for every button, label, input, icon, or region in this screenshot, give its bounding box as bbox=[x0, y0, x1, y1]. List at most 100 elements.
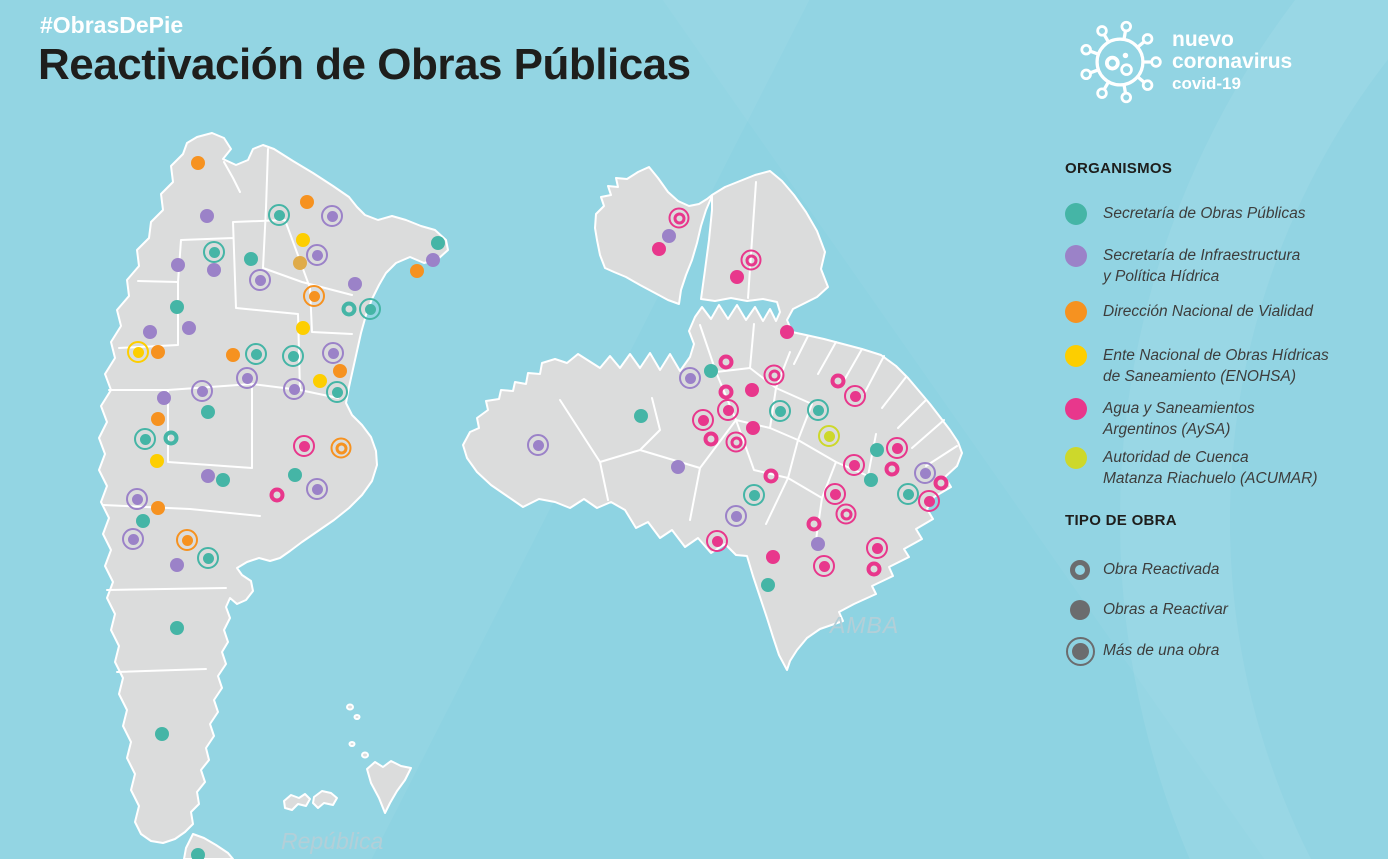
work-marker-filled bbox=[671, 460, 685, 474]
work-marker-multi bbox=[306, 478, 328, 500]
work-marker-filled bbox=[761, 578, 775, 592]
work-marker-multi bbox=[914, 462, 936, 484]
work-marker-filled bbox=[746, 421, 760, 435]
work-marker-filled bbox=[151, 345, 165, 359]
work-marker-multi bbox=[717, 399, 739, 421]
organism-color-dot bbox=[1065, 245, 1087, 267]
organism-color-dot bbox=[1065, 398, 1087, 420]
legend-organism-item: Ente Nacional de Obras Hídricas de Saneam… bbox=[1065, 345, 1329, 387]
organism-color-dot bbox=[1065, 447, 1087, 469]
work-marker-multi bbox=[769, 400, 791, 422]
work-marker-ring bbox=[163, 430, 179, 446]
page-title: Reactivación de Obras Públicas bbox=[38, 40, 691, 89]
work-marker-multi bbox=[197, 547, 219, 569]
work-marker-multi bbox=[679, 367, 701, 389]
work-marker-filled bbox=[288, 468, 302, 482]
work-marker-filled bbox=[201, 405, 215, 419]
work-marker-multi bbox=[527, 434, 549, 456]
work-marker-multi bbox=[191, 380, 213, 402]
organism-label: Agua y Saneamientos Argentinos (AySA) bbox=[1103, 400, 1255, 438]
islet bbox=[346, 703, 354, 711]
work-marker-multi bbox=[236, 367, 258, 389]
work-marker-ring bbox=[718, 384, 734, 400]
work-marker-multi bbox=[743, 484, 765, 506]
work-marker-multi bbox=[322, 342, 344, 364]
work-marker-filled bbox=[171, 258, 185, 272]
legend-worktype-item: Obra Reactivada bbox=[1065, 555, 1219, 585]
work-marker-multi bbox=[127, 341, 149, 363]
work-marker-filled bbox=[155, 727, 169, 741]
work-marker-filled bbox=[293, 256, 307, 270]
work-marker-multi bbox=[134, 428, 156, 450]
work-marker-filled bbox=[704, 364, 718, 378]
worktype-label: Obra Reactivada bbox=[1103, 561, 1220, 578]
work-marker-filled bbox=[244, 252, 258, 266]
work-marker-filled bbox=[426, 253, 440, 267]
work-marker-multi bbox=[897, 483, 919, 505]
work-marker-ring_multi bbox=[740, 249, 762, 271]
work-marker-filled bbox=[151, 412, 165, 426]
work-marker-ring_multi bbox=[835, 503, 857, 525]
work-marker-multi bbox=[283, 378, 305, 400]
work-marker-multi bbox=[249, 269, 271, 291]
work-marker-filled bbox=[170, 621, 184, 635]
work-marker-ring bbox=[763, 468, 779, 484]
work-marker-multi bbox=[866, 537, 888, 559]
work-marker-multi bbox=[293, 435, 315, 457]
work-marker-multi bbox=[813, 555, 835, 577]
work-marker-filled bbox=[870, 443, 884, 457]
work-marker-multi bbox=[126, 488, 148, 510]
work-marker-ring bbox=[884, 461, 900, 477]
work-marker-multi bbox=[725, 505, 747, 527]
work-marker-filled bbox=[143, 325, 157, 339]
work-marker-filled bbox=[201, 469, 215, 483]
work-marker-filled bbox=[157, 391, 171, 405]
work-marker-filled bbox=[652, 242, 666, 256]
work-marker-ring bbox=[718, 354, 734, 370]
work-marker-ring bbox=[933, 475, 949, 491]
work-marker-multi bbox=[844, 385, 866, 407]
worktype-multi-glyph bbox=[1065, 636, 1095, 666]
work-marker-filled bbox=[207, 263, 221, 277]
work-marker-filled bbox=[296, 321, 310, 335]
work-marker-multi bbox=[692, 409, 714, 431]
legend-worktype-item: Obras a Reactivar bbox=[1065, 595, 1228, 625]
work-marker-multi bbox=[203, 241, 225, 263]
worktype-filled-glyph bbox=[1065, 595, 1095, 625]
work-marker-ring_multi bbox=[725, 431, 747, 453]
work-marker-multi bbox=[122, 528, 144, 550]
work-marker-filled bbox=[191, 156, 205, 170]
work-marker-filled bbox=[300, 195, 314, 209]
work-marker-filled bbox=[313, 374, 327, 388]
work-marker-filled bbox=[333, 364, 347, 378]
islet bbox=[353, 714, 361, 720]
legend-organism-item: Autoridad de Cuenca Matanza Riachuelo (AC… bbox=[1065, 447, 1318, 489]
work-marker-filled bbox=[864, 473, 878, 487]
organism-color-dot bbox=[1065, 345, 1087, 367]
legend-organism-item: Secretaría de Infraestructura y Política … bbox=[1065, 245, 1300, 287]
work-marker-multi bbox=[843, 454, 865, 476]
islet bbox=[348, 741, 356, 747]
work-marker-multi bbox=[245, 343, 267, 365]
work-marker-multi bbox=[306, 244, 328, 266]
work-marker-ring bbox=[830, 373, 846, 389]
work-marker-multi bbox=[282, 345, 304, 367]
worktype-label: Obras a Reactivar bbox=[1103, 601, 1228, 618]
amba-water-label: AMBA bbox=[830, 612, 900, 638]
covid-badge-text: nuevo coronavirus covid-19 bbox=[1172, 28, 1293, 94]
organism-label: Secretaría de Infraestructura y Política … bbox=[1103, 247, 1301, 285]
work-marker-multi bbox=[268, 204, 290, 226]
south-atlantic-island bbox=[366, 760, 412, 814]
legend-organism-item: Secretaría de Obras Públicas bbox=[1065, 203, 1305, 225]
organism-label: Autoridad de Cuenca Matanza Riachuelo (AC… bbox=[1103, 449, 1318, 487]
work-marker-filled bbox=[182, 321, 196, 335]
work-marker-filled bbox=[811, 537, 825, 551]
work-marker-filled bbox=[216, 473, 230, 487]
work-marker-filled bbox=[191, 848, 205, 859]
work-marker-multi bbox=[359, 298, 381, 320]
work-marker-ring bbox=[806, 516, 822, 532]
work-marker-multi bbox=[818, 425, 840, 447]
work-marker-filled bbox=[766, 550, 780, 564]
legend-worktype-item: Más de una obra bbox=[1065, 636, 1219, 666]
